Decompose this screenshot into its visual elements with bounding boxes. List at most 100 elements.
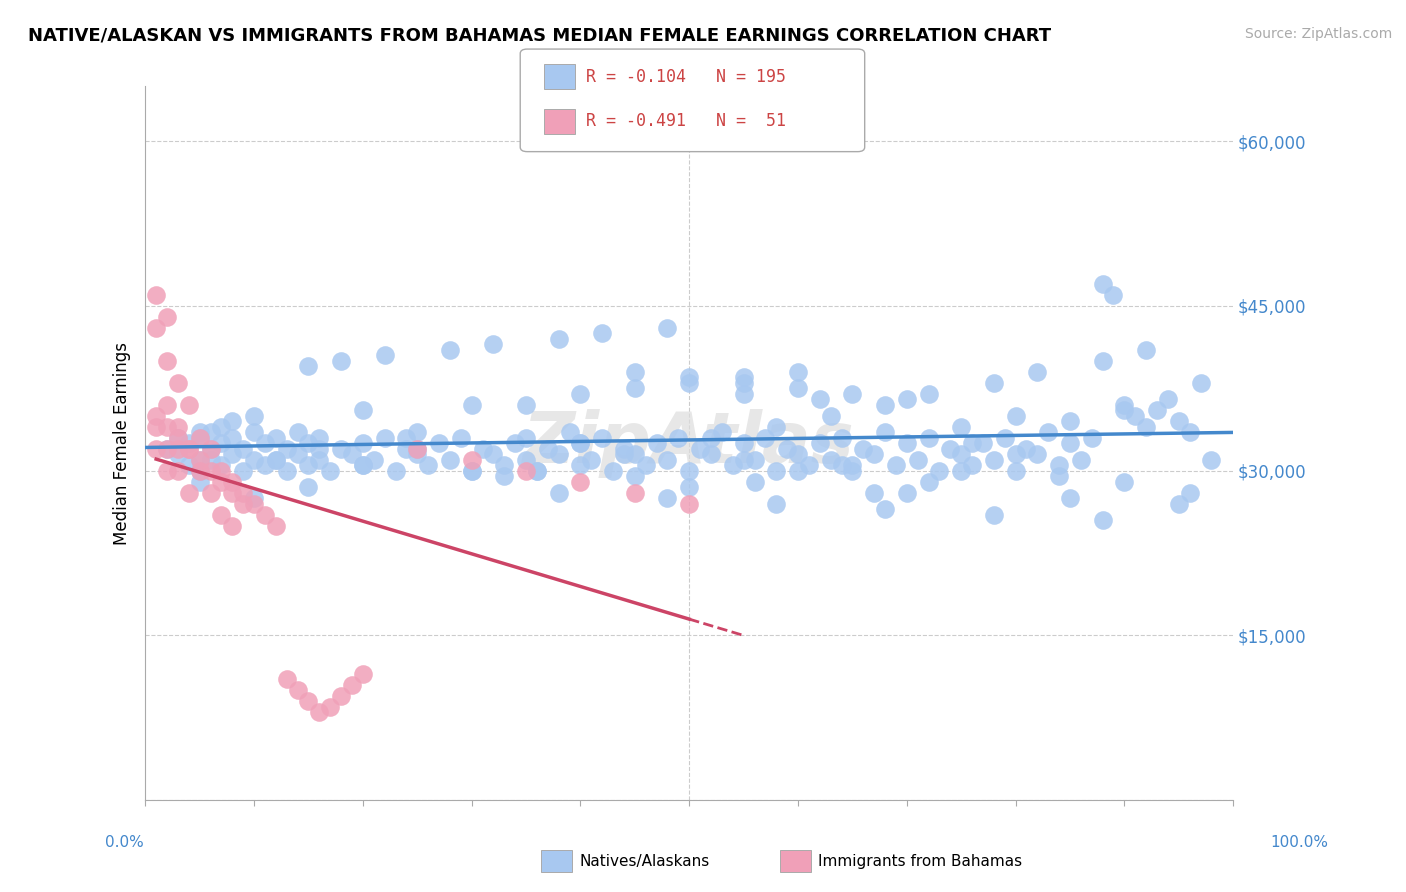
Point	[1178, 485, 1201, 500]
Point	[167, 376, 190, 390]
Point	[395, 442, 418, 456]
Point	[765, 464, 787, 478]
Point	[733, 370, 755, 384]
Point	[983, 452, 1005, 467]
Point	[841, 386, 863, 401]
Point	[264, 518, 287, 533]
Text: Immigrants from Bahamas: Immigrants from Bahamas	[818, 855, 1022, 869]
Point	[634, 458, 657, 473]
Point	[721, 458, 744, 473]
Point	[253, 508, 276, 522]
Point	[427, 436, 450, 450]
Point	[873, 398, 896, 412]
Point	[569, 436, 592, 450]
Point	[243, 491, 266, 505]
Point	[678, 480, 700, 494]
Point	[145, 321, 167, 335]
Point	[537, 442, 560, 456]
Point	[482, 447, 505, 461]
Point	[1135, 419, 1157, 434]
Point	[994, 431, 1017, 445]
Point	[841, 458, 863, 473]
Point	[276, 442, 298, 456]
Y-axis label: Median Female Earnings: Median Female Earnings	[114, 342, 131, 545]
Point	[145, 442, 167, 456]
Point	[494, 469, 516, 483]
Point	[972, 436, 994, 450]
Point	[167, 442, 190, 456]
Point	[243, 425, 266, 440]
Point	[624, 469, 647, 483]
Point	[156, 354, 179, 368]
Point	[232, 442, 254, 456]
Point	[787, 464, 810, 478]
Point	[460, 398, 482, 412]
Point	[1026, 365, 1049, 379]
Point	[1038, 425, 1060, 440]
Point	[167, 419, 190, 434]
Point	[352, 666, 374, 681]
Point	[1135, 343, 1157, 357]
Point	[645, 436, 668, 450]
Point	[983, 376, 1005, 390]
Point	[1102, 288, 1125, 302]
Point	[188, 452, 211, 467]
Point	[188, 431, 211, 445]
Point	[406, 447, 429, 461]
Point	[700, 431, 723, 445]
Point	[363, 452, 385, 467]
Point	[330, 442, 353, 456]
Point	[896, 392, 918, 407]
Point	[200, 452, 222, 467]
Point	[787, 365, 810, 379]
Text: ZipAtlas: ZipAtlas	[523, 409, 855, 478]
Point	[177, 442, 200, 456]
Text: 100.0%: 100.0%	[1271, 836, 1329, 850]
Point	[156, 398, 179, 412]
Point	[700, 447, 723, 461]
Point	[1004, 409, 1026, 423]
Point	[678, 376, 700, 390]
Point	[896, 436, 918, 450]
Point	[689, 442, 711, 456]
Point	[145, 419, 167, 434]
Text: R = -0.104   N = 195: R = -0.104 N = 195	[586, 68, 786, 86]
Point	[177, 442, 200, 456]
Point	[765, 419, 787, 434]
Point	[200, 485, 222, 500]
Point	[1167, 414, 1189, 428]
Point	[319, 699, 342, 714]
Point	[352, 436, 374, 450]
Point	[297, 480, 319, 494]
Point	[330, 354, 353, 368]
Point	[145, 409, 167, 423]
Point	[787, 381, 810, 395]
Point	[657, 321, 679, 335]
Point	[526, 464, 548, 478]
Point	[406, 425, 429, 440]
Point	[1047, 458, 1070, 473]
Point	[167, 447, 190, 461]
Point	[1201, 452, 1223, 467]
Point	[1146, 403, 1168, 417]
Point	[221, 485, 243, 500]
Point	[733, 386, 755, 401]
Point	[211, 436, 233, 450]
Point	[950, 447, 973, 461]
Point	[308, 431, 330, 445]
Point	[1004, 464, 1026, 478]
Point	[754, 431, 776, 445]
Point	[319, 464, 342, 478]
Point	[1157, 392, 1180, 407]
Point	[787, 447, 810, 461]
Point	[243, 452, 266, 467]
Point	[406, 442, 429, 456]
Point	[211, 508, 233, 522]
Point	[221, 414, 243, 428]
Point	[1026, 447, 1049, 461]
Point	[624, 447, 647, 461]
Point	[515, 464, 537, 478]
Point	[733, 452, 755, 467]
Point	[352, 458, 374, 473]
Point	[884, 458, 907, 473]
